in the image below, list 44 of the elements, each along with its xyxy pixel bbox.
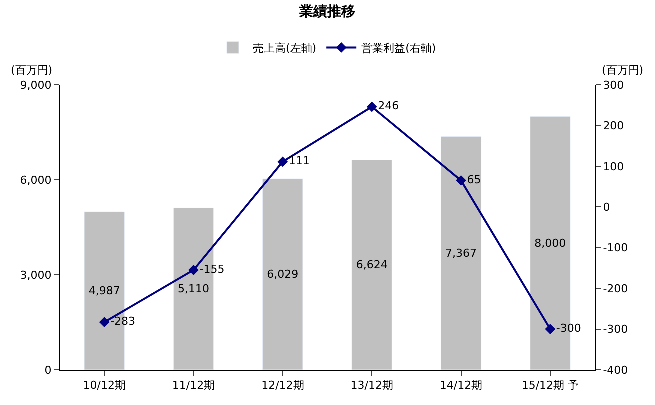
y2-tick-label: 0 — [603, 200, 610, 214]
y-tick-label: 3,000 — [20, 268, 52, 282]
x-tick-label: 15/12期 予 — [522, 379, 580, 392]
x-tick-label: 12/12期 — [262, 379, 304, 392]
y2-tick-label: 200 — [603, 120, 624, 133]
data-label: -283 — [110, 315, 136, 328]
bar — [440, 136, 482, 370]
y-axis-title: (百万円) — [11, 64, 53, 77]
data-label: 65 — [467, 173, 482, 186]
point — [99, 317, 110, 328]
y2-tick-label: -200 — [603, 282, 628, 296]
y2-tick-label: -100 — [603, 242, 628, 255]
point — [456, 175, 466, 186]
point — [545, 324, 556, 334]
data-label: -300 — [556, 322, 582, 336]
data-label: 111 — [288, 154, 310, 168]
legend-label: 売上高(左軸) — [253, 42, 317, 55]
y-tick-label: 6,000 — [20, 174, 52, 187]
data-label: 6,029 — [267, 268, 299, 282]
point — [278, 156, 288, 168]
data-label: 5,110 — [178, 282, 210, 296]
bar — [262, 178, 304, 370]
y2-tick-label: -400 — [603, 364, 628, 377]
y2-axis-title: (百万円) — [602, 64, 644, 77]
y-tick-label: 0 — [44, 364, 52, 377]
data-label: 246 — [378, 100, 400, 113]
point — [188, 265, 199, 276]
x-tick-label: 13/12期 — [350, 379, 394, 392]
data-label: 8,000 — [534, 236, 566, 250]
chart-title: 業績推移 — [298, 4, 356, 20]
legend-label: 営業利益(右軸) — [362, 42, 436, 55]
data-label: 4,987 — [88, 284, 120, 298]
point — [366, 102, 378, 112]
y2-tick-label: -300 — [603, 323, 628, 336]
data-label: 7,367 — [446, 246, 477, 260]
data-label: 6,624 — [356, 258, 388, 272]
x-tick-label: 10/12期 — [83, 379, 126, 392]
y-tick-label: 9,000 — [20, 78, 52, 92]
bar — [352, 160, 392, 370]
data-label: -155 — [200, 263, 225, 276]
y2-tick-label: 300 — [603, 78, 624, 92]
x-tick-label: 11/12期 — [172, 379, 216, 392]
y2-tick-label: 100 — [603, 160, 624, 174]
x-tick-label: 14/12期 — [440, 379, 483, 392]
